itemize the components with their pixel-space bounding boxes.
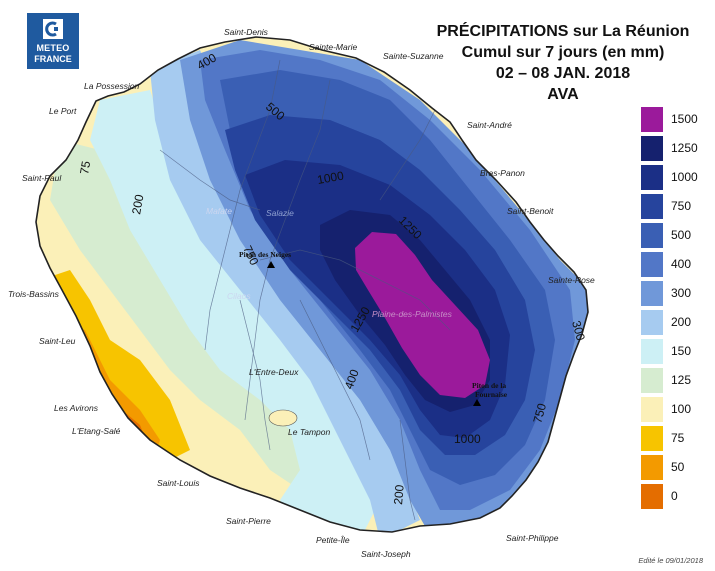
title-line1: PRÉCIPITATIONS sur La Réunion xyxy=(436,23,690,40)
place-saint-denis: Saint-Denis xyxy=(224,27,268,37)
place-salazie: Salazie xyxy=(266,208,294,218)
place-cilaos: Cilaos xyxy=(227,291,251,301)
contour-label-750b: 750 xyxy=(530,401,549,424)
peak-piton-des-neiges: Piton des Neiges xyxy=(239,250,292,259)
place-petite-ile: Petite-Île xyxy=(316,535,350,545)
meteo-france-emblem-icon xyxy=(43,19,63,39)
place-saint-paul: Saint-Paul xyxy=(22,173,62,183)
contour-label-1000b: 1000 xyxy=(454,432,481,446)
peak-piton-fournaise-line2: Fournaise xyxy=(475,390,508,399)
legend-label: 100 xyxy=(671,402,692,416)
place-saint-louis: Saint-Louis xyxy=(157,478,200,488)
title-line2: Cumul sur 7 jours (en mm) xyxy=(461,44,665,61)
legend-swatch-400 xyxy=(641,252,663,277)
legend-label: 75 xyxy=(671,431,685,445)
piton-fournaise-marker-icon xyxy=(473,399,481,406)
legend-swatch-500 xyxy=(641,223,663,248)
place-les-avirons: Les Avirons xyxy=(54,403,98,413)
legend-label: 125 xyxy=(671,373,692,387)
contour-label-200: 200 xyxy=(129,193,146,215)
coastline xyxy=(35,36,589,533)
legend-label: 750 xyxy=(671,199,692,213)
place-etang-sale: L'Etang-Salé xyxy=(72,426,121,436)
legend-label: 400 xyxy=(671,257,692,271)
place-plaine-des-palmistes: Plaine-des-Palmistes xyxy=(372,309,452,319)
logo-line2: FRANCE xyxy=(34,54,72,64)
contour-label-1000: 1000 xyxy=(316,168,345,186)
contour-label-75: 75 xyxy=(77,160,93,176)
place-le-tampon: Le Tampon xyxy=(288,427,331,437)
legend-label: 1500 xyxy=(671,112,698,126)
zone-150 xyxy=(90,90,380,532)
place-sainte-rose: Sainte-Rose xyxy=(548,275,595,285)
peak-piton-fournaise-line1: Piton de la xyxy=(472,381,507,390)
zone-1500 xyxy=(355,232,490,398)
place-saint-joseph: Saint-Joseph xyxy=(361,549,411,559)
edit-date: Edité le 09/01/2018 xyxy=(638,556,703,565)
legend-label: 50 xyxy=(671,460,685,474)
legend-label: 500 xyxy=(671,228,692,242)
contour-label-200b: 200 xyxy=(391,484,407,505)
legend-label: 0 xyxy=(671,489,678,503)
legend-swatch-50 xyxy=(641,455,663,480)
legend-swatch-1250 xyxy=(641,136,663,161)
place-saint-andre: Saint-André xyxy=(467,120,512,130)
tampon-isoline xyxy=(268,409,298,427)
legend-swatch-125 xyxy=(641,368,663,393)
map-title: PRÉCIPITATIONS sur La Réunion Cumul sur … xyxy=(420,21,706,105)
meteo-france-logo: METEO FRANCE xyxy=(27,13,79,69)
legend-swatch-75 xyxy=(641,426,663,451)
place-la-possession: La Possession xyxy=(84,81,140,91)
legend-label: 150 xyxy=(671,344,692,358)
legend-swatch-1000 xyxy=(641,165,663,190)
legend-swatch-300 xyxy=(641,281,663,306)
place-saint-leu: Saint-Leu xyxy=(39,336,76,346)
place-mafate: Mafate xyxy=(206,206,232,216)
ridge-lines xyxy=(159,59,451,521)
place-sainte-marie: Sainte-Marie xyxy=(309,42,358,52)
legend-label: 300 xyxy=(671,286,692,300)
place-trois-bassins: Trois-Bassins xyxy=(8,289,59,299)
legend-label: 1250 xyxy=(671,141,698,155)
piton-neiges-marker-icon xyxy=(267,261,275,268)
place-saint-pierre: Saint-Pierre xyxy=(226,516,271,526)
title-line4: AVA xyxy=(547,86,579,103)
legend-label: 1000 xyxy=(671,170,698,184)
contour-label-300: 300 xyxy=(569,319,588,342)
legend-swatch-200 xyxy=(641,310,663,335)
place-bras-panon: Bras-Panon xyxy=(480,168,525,178)
place-entre-deux: L'Entre-Deux xyxy=(249,367,299,377)
legend-label: 200 xyxy=(671,315,692,329)
place-saint-philippe: Saint-Philippe xyxy=(506,533,559,543)
contour-label-400b: 400 xyxy=(342,367,362,391)
title-line3: 02 – 08 JAN. 2018 xyxy=(495,65,631,82)
legend-swatch-150 xyxy=(641,339,663,364)
logo-line1: METEO xyxy=(36,43,70,53)
place-sainte-suzanne: Sainte-Suzanne xyxy=(383,51,444,61)
legend-swatch-750 xyxy=(641,194,663,219)
legend-swatch-1500 xyxy=(641,107,663,132)
legend-swatch-0 xyxy=(641,484,663,509)
legend-swatch-100 xyxy=(641,397,663,422)
place-le-port: Le Port xyxy=(49,106,77,116)
place-saint-benoit: Saint-Benoit xyxy=(507,206,554,216)
